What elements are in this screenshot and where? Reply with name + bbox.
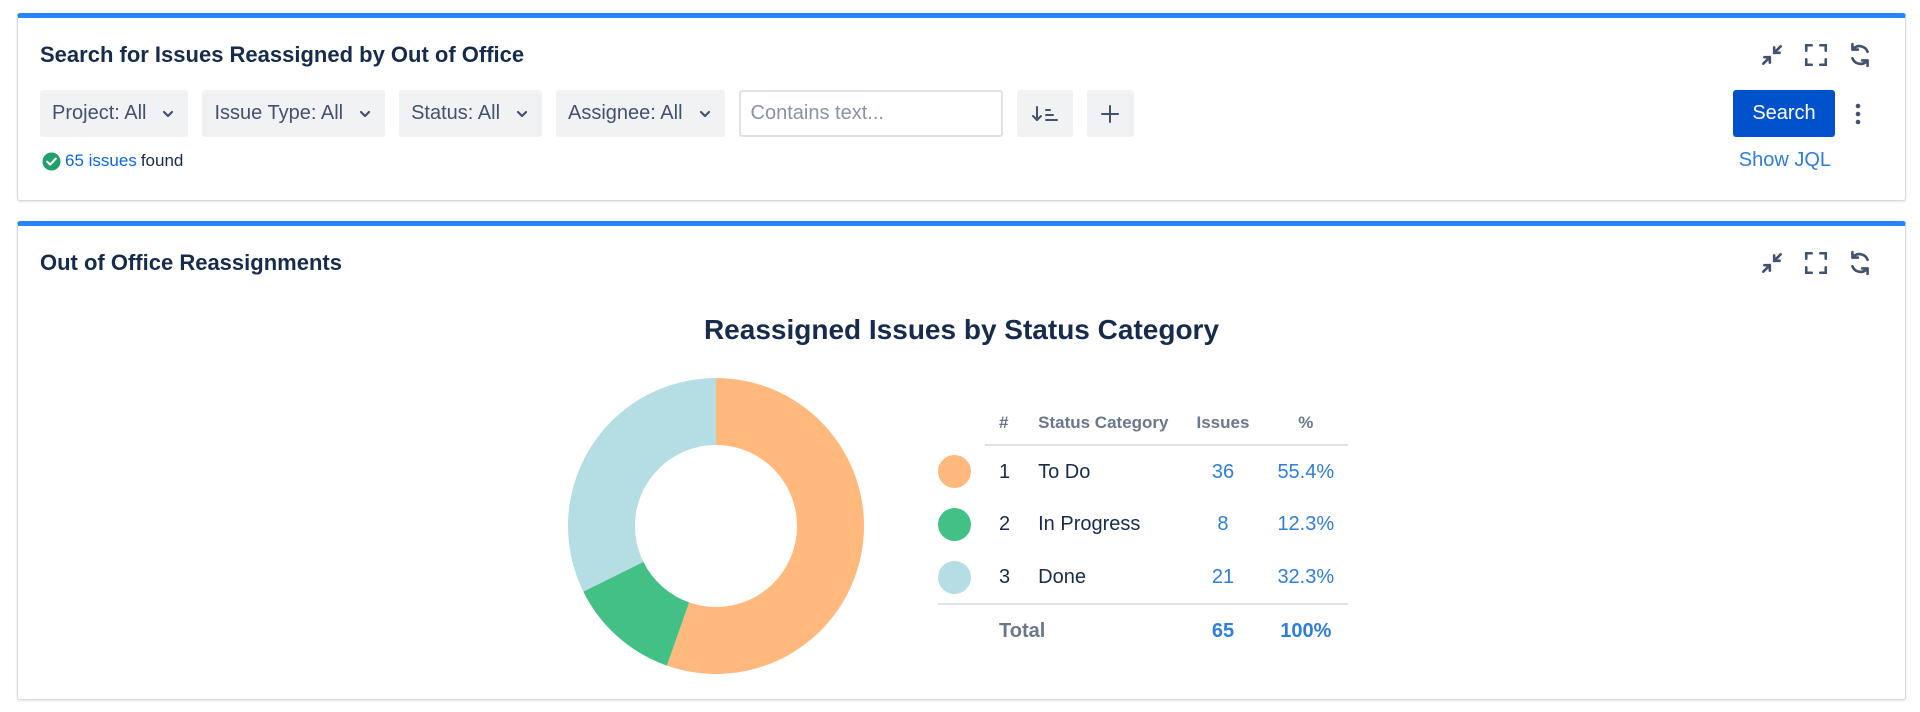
legend-row-category: Done [1038, 565, 1086, 588]
legend-row-num: 2 [999, 513, 1011, 535]
add-filter-button[interactable] [1086, 90, 1134, 137]
legend-row-num: 3 [999, 565, 1011, 588]
search-gadget: Search for Issues Reassigned by Out of O… [17, 13, 1906, 201]
legend-row-issues-link[interactable]: 8 [1217, 513, 1229, 535]
legend-color-header [938, 401, 985, 445]
search-button[interactable]: Search [1733, 90, 1835, 137]
donut-slice-to-do[interactable] [666, 378, 864, 674]
legend-header-category: Status Category [1024, 401, 1183, 446]
found-label: found [140, 151, 184, 170]
refresh-icon[interactable] [1845, 40, 1875, 70]
legend-total-issues-link[interactable]: 65 [1182, 603, 1264, 657]
more-options-icon[interactable] [1851, 96, 1865, 132]
legend-swatch-cell [938, 498, 985, 551]
issue-type-filter[interactable]: Issue Type: All [202, 90, 386, 137]
assignee-filter-label: Assignee: All [568, 102, 683, 124]
donut-slice-done[interactable] [568, 378, 716, 592]
fullscreen-icon[interactable] [1801, 248, 1831, 278]
legend-row: 2 In Progress 8 12.3% [938, 498, 1348, 551]
legend-row-category: To Do [1038, 460, 1091, 483]
chart-title: Reassigned Issues by Status Category [703, 314, 1220, 345]
issue-type-filter-label: Issue Type: All [214, 102, 344, 124]
sort-button[interactable] [1016, 90, 1073, 137]
status-filter-label: Status: All [411, 102, 501, 124]
minimize-icon[interactable] [1757, 40, 1787, 70]
legend-table: # Status Category Issues % 1 To Do 36 55… [938, 401, 1349, 657]
report-gadget: Out of Office Reassignments Reassigned I… [17, 221, 1906, 700]
status-filter[interactable]: Status: All [399, 90, 543, 137]
project-filter-label: Project: All [52, 102, 147, 124]
legend-row-issues-link[interactable]: 21 [1211, 565, 1235, 588]
legend-row: 1 To Do 36 55.4% [938, 445, 1348, 498]
gadget-toolbar [1757, 40, 1875, 70]
legend-header-pct: % [1263, 401, 1349, 446]
chevron-down-icon [699, 110, 710, 117]
legend-swatch-cell [938, 445, 985, 498]
results-summary: 65 issues found [42, 151, 183, 171]
sort-icon [1031, 105, 1058, 121]
legend-total-pct: 100% [1263, 603, 1349, 657]
legend-row: 3 Done 21 32.3% [938, 551, 1348, 604]
legend-total-swatch-cell [938, 603, 985, 657]
legend-total-label: Total [985, 603, 1183, 657]
legend-total-row: Total 65 100% [938, 603, 1349, 657]
plus-icon [1101, 104, 1120, 123]
legend-swatch-cell [938, 551, 985, 604]
project-filter[interactable]: Project: All [40, 90, 189, 137]
legend-row-pct: 12.3% [1277, 513, 1335, 535]
show-jql-link[interactable]: Show JQL [1738, 149, 1831, 171]
filter-bar: Project: All Issue Type: All Status: All… [40, 90, 1134, 137]
legend-row-pct: 32.3% [1277, 565, 1335, 588]
refresh-icon[interactable] [1845, 248, 1875, 278]
chevron-down-icon [516, 110, 528, 117]
chevron-down-icon [163, 110, 174, 117]
legend-swatch [938, 560, 971, 594]
check-circle-icon [42, 151, 61, 171]
issues-count-link[interactable]: 65 issues [65, 151, 137, 170]
donut-chart [568, 378, 864, 674]
legend-swatch [938, 455, 971, 488]
legend-swatch [938, 508, 971, 541]
legend-row-num: 1 [999, 460, 1011, 483]
legend-header-issues: Issues [1182, 401, 1264, 446]
report-gadget-title: Out of Office Reassignments [40, 250, 342, 275]
legend-row-pct: 55.4% [1277, 460, 1335, 483]
chevron-down-icon [359, 110, 371, 117]
search-gadget-title: Search for Issues Reassigned by Out of O… [40, 42, 525, 67]
legend-row-category: In Progress [1038, 513, 1141, 535]
assignee-filter[interactable]: Assignee: All [556, 90, 725, 137]
legend-header-num: # [985, 401, 1025, 446]
contains-text-input[interactable] [738, 90, 1003, 137]
gadget-toolbar [1757, 248, 1875, 278]
fullscreen-icon[interactable] [1801, 40, 1831, 70]
minimize-icon[interactable] [1757, 248, 1787, 278]
legend-header-row: # Status Category Issues % [938, 401, 1349, 446]
donut-slice-in-progress[interactable] [583, 561, 690, 666]
legend-row-issues-link[interactable]: 36 [1211, 460, 1235, 483]
